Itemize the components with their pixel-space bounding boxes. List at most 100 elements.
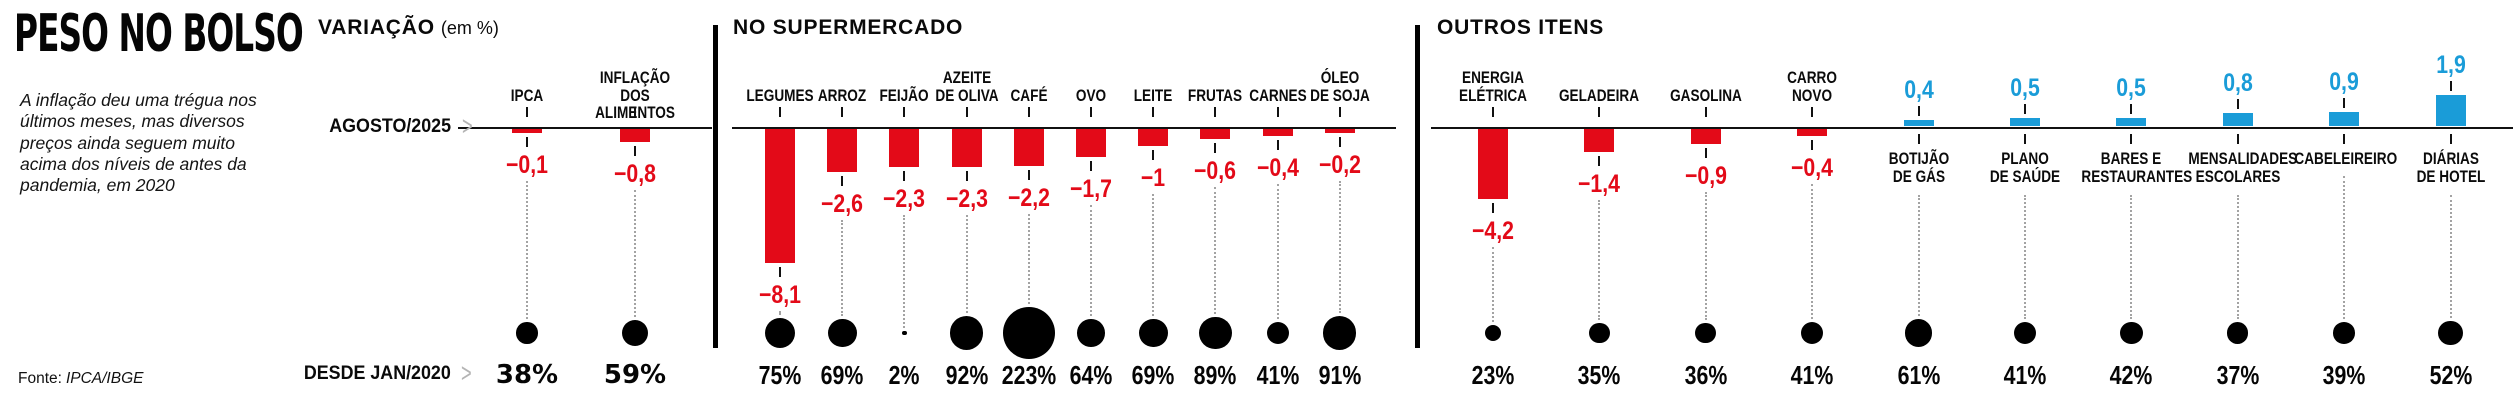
connector-dotted-line — [1917, 195, 1920, 317]
value-bar-plano-de-saude — [2010, 118, 2040, 127]
since-pct-diarias-de-hotel: 52% — [2429, 360, 2472, 390]
item-label-leite: LEITE — [1133, 85, 1173, 105]
since-pct-carnes: 41% — [1256, 360, 1299, 390]
source-name: IPCA/IBGE — [65, 370, 144, 387]
tick-top — [965, 107, 968, 117]
value-bar-diarias-de-hotel — [2435, 94, 2466, 127]
tick-bottom — [1027, 169, 1030, 180]
tick-bottom — [1276, 139, 1279, 150]
value-label-bares-e-restaurantes: 0,5 — [2116, 74, 2147, 103]
tick-top — [1811, 107, 1814, 117]
item-label-ipca: IPCA — [510, 85, 544, 105]
since-bubble-cafe — [1002, 307, 1055, 359]
since-pct-inflacao-dos-alimentos: 59% — [603, 360, 667, 390]
value-bar-bares-e-restaurantes — [2116, 118, 2147, 127]
item-label-azeite-de-oliva: AZEITE DE OLIVA — [934, 68, 999, 105]
value-label-botijao-de-gas: 0,4 — [1903, 75, 1934, 104]
section-title-outros: OUTROS ITENS — [1437, 16, 1605, 39]
value-label-azeite-de-oliva: −2,3 — [945, 185, 988, 214]
connector-dotted-line — [1492, 246, 1494, 322]
connector-dotted-line — [1276, 183, 1279, 319]
value-bar-cabeleireiro — [2329, 111, 2360, 127]
value-bar-ovo — [1076, 129, 1106, 158]
section-divider — [1415, 25, 1420, 348]
value-label-carnes: −0,4 — [1256, 153, 1299, 182]
item-label-geladeira: GELADEIRA — [1559, 85, 1640, 105]
value-label-geladeira: −1,4 — [1578, 170, 1621, 199]
tick-top — [841, 107, 844, 117]
value-bar-gasolina — [1690, 129, 1721, 144]
connector-dotted-line — [634, 190, 636, 317]
connector-dotted-line — [1090, 205, 1092, 317]
tick-top — [1090, 107, 1092, 117]
connector-dotted-line — [2236, 195, 2239, 320]
tick-top — [634, 107, 636, 117]
value-label-mensalidades-escolares: 0,8 — [2223, 69, 2253, 98]
tick-bottom — [526, 137, 528, 147]
since-pct-geladeira: 35% — [1578, 360, 1621, 390]
connector-dotted-line — [2449, 195, 2452, 318]
tick-top — [1027, 107, 1030, 117]
connector-dotted-line — [526, 181, 528, 320]
value-bar-carro-novo — [1797, 129, 1828, 136]
value-label-ipca: −0,1 — [506, 151, 548, 179]
since-pct-legumes: 75% — [758, 360, 802, 390]
since-pct-cabeleireiro: 39% — [2322, 360, 2366, 390]
tick-bottom — [779, 267, 781, 278]
since-pct-cafe: 223% — [1001, 360, 1057, 390]
item-label-diarias-de-hotel: DIÁRIAS DE HOTEL — [2416, 149, 2485, 186]
since-bubble-bares-e-restaurantes — [2120, 321, 2143, 345]
since-pct-gasolina: 36% — [1684, 360, 1728, 390]
connector-dotted-line — [1027, 213, 1030, 305]
value-bar-ipca — [512, 129, 542, 133]
tick-top — [1276, 107, 1279, 117]
item-label-energia-eletrica: ENERGIA ELÉTRICA — [1459, 68, 1527, 105]
since-bubble-leite — [1138, 318, 1168, 348]
source-prefix: Fonte: — [18, 370, 62, 387]
row-label-top: AGOSTO/2025 > — [328, 112, 474, 139]
value-bar-azeite-de-oliva — [951, 129, 982, 168]
since-bubble-inflacao-dos-alimentos — [621, 319, 649, 347]
connector-dotted-line — [903, 215, 906, 328]
since-pct-frutas: 89% — [1194, 360, 1237, 390]
tick-bottom — [2449, 134, 2452, 144]
item-label-oleo-de-soja: ÓLEO DE SOJA — [1309, 68, 1370, 105]
since-pct-leite: 69% — [1131, 360, 1175, 390]
connector-dotted-line — [841, 220, 844, 316]
row-label-top-text: AGOSTO/2025 — [328, 116, 451, 137]
connector-dotted-line — [779, 311, 781, 315]
value-label-inflacao-dos-alimentos: −0,8 — [614, 160, 656, 189]
connector-dotted-line — [1704, 191, 1707, 320]
section-title-variacao-suffix: (em %) — [440, 18, 499, 38]
connector-dotted-line — [2024, 195, 2026, 319]
value-label-diarias-de-hotel: 1,9 — [2435, 50, 2466, 79]
since-bubble-azeite-de-oliva — [949, 316, 984, 350]
value-label-leite: −1 — [1141, 163, 1166, 192]
tick-bottom — [634, 146, 636, 157]
tick-bottom — [1090, 161, 1092, 172]
since-pct-feijao: 2% — [888, 360, 920, 390]
connector-dotted-line — [1338, 181, 1341, 314]
since-pct-azeite-de-oliva: 92% — [945, 360, 988, 390]
row-label-bottom: DESDE JAN/2020 > — [304, 359, 474, 386]
tick-bottom — [841, 176, 844, 187]
connector-dotted-line — [1598, 200, 1601, 320]
item-label-carnes: CARNES — [1248, 85, 1307, 105]
tick-top — [1152, 107, 1155, 117]
value-bar-feijao — [889, 129, 920, 168]
connector-dotted-line — [965, 215, 968, 314]
value-label-carro-novo: −0,4 — [1791, 153, 1834, 182]
since-bubble-cabeleireiro — [2333, 322, 2355, 344]
tick-top — [1492, 107, 1494, 117]
baseline-axis-variacao — [458, 126, 712, 129]
tick-bottom — [2130, 134, 2133, 144]
value-bar-geladeira — [1584, 129, 1615, 153]
value-label-oleo-de-soja: −0,2 — [1318, 151, 1361, 179]
connector-dotted-line — [2343, 176, 2346, 320]
value-bar-frutas — [1200, 129, 1231, 139]
item-label-ovo: OVO — [1075, 85, 1107, 105]
value-bar-leite — [1138, 129, 1169, 146]
tick-bottom — [2236, 134, 2239, 144]
value-bar-energia-eletrica — [1478, 129, 1508, 199]
